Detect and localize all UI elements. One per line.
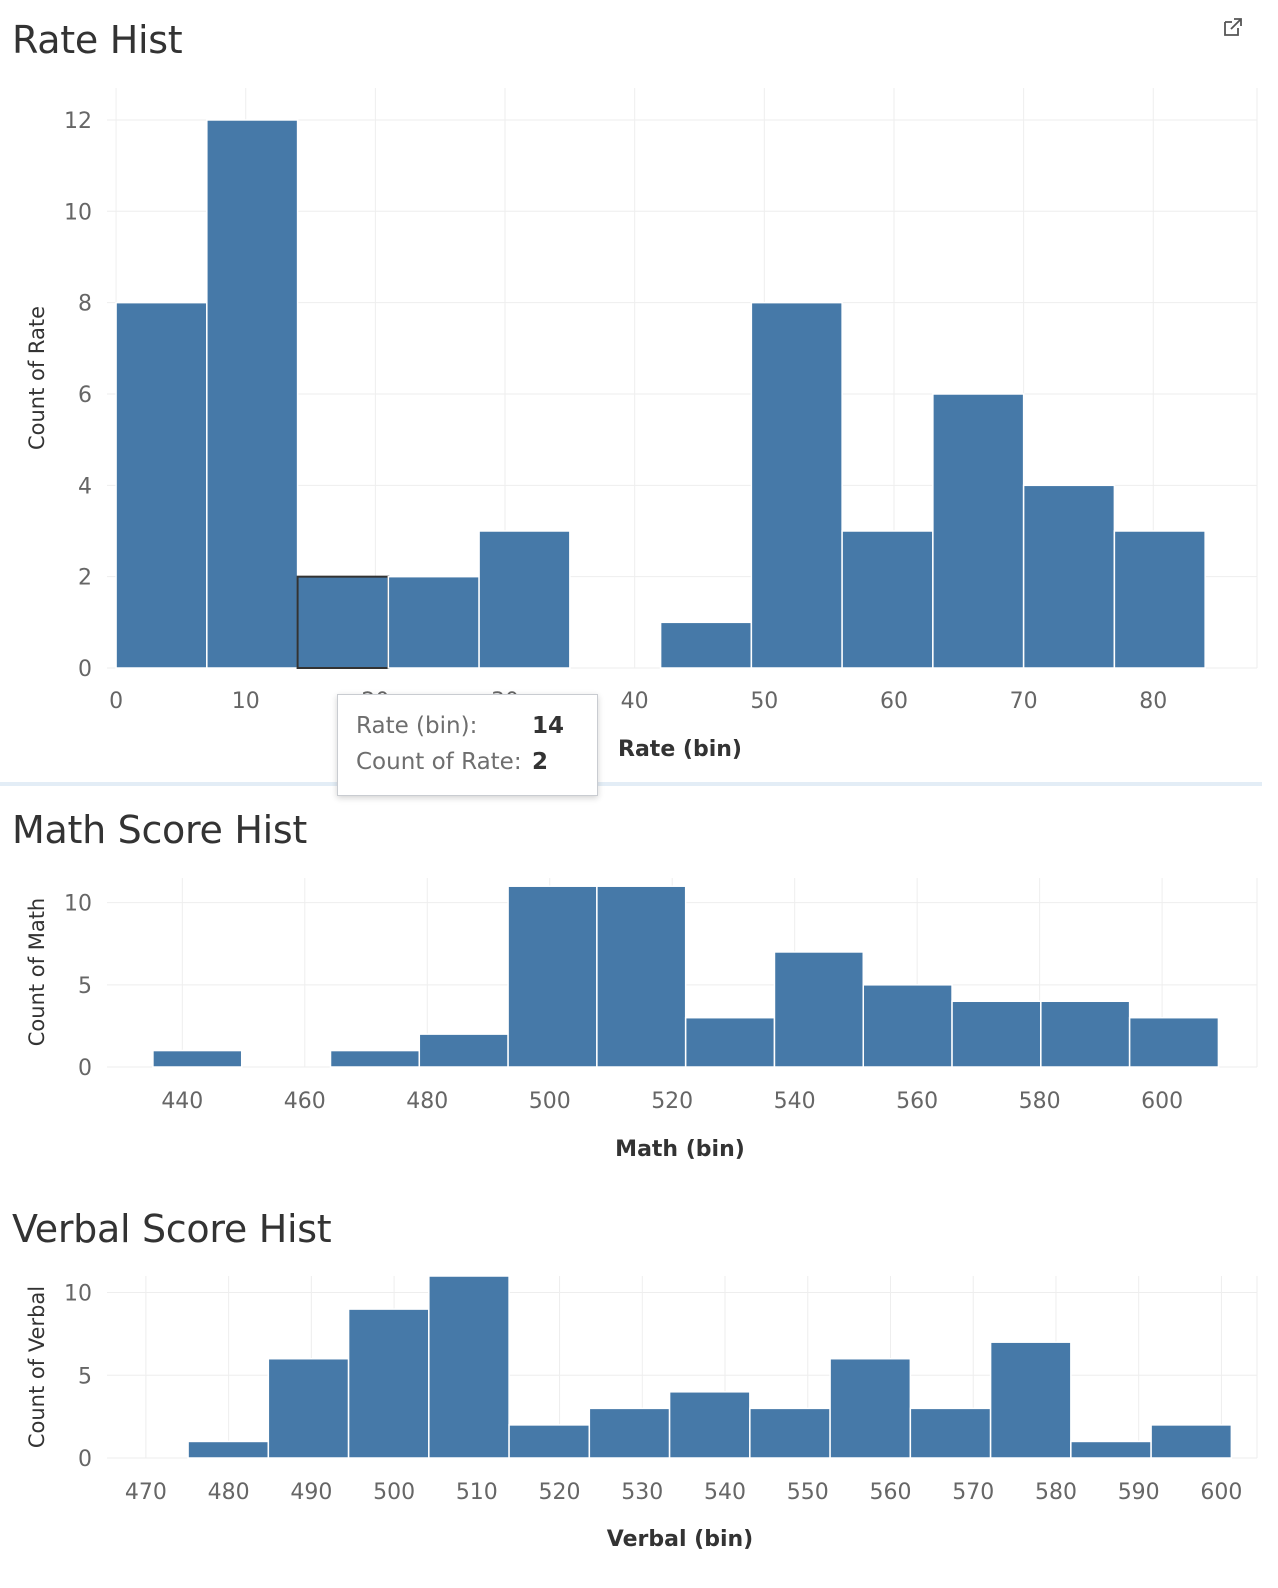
- histogram-bar[interactable]: [989, 1341, 1072, 1459]
- histogram-bar[interactable]: [862, 984, 953, 1068]
- x-tick-label: 80: [1139, 689, 1167, 714]
- histogram-bar[interactable]: [508, 1424, 591, 1459]
- x-axis-label: Math (bin): [615, 1137, 745, 1162]
- x-tick-label: 490: [290, 1480, 332, 1505]
- x-tick-label: 550: [787, 1480, 829, 1505]
- histogram-bar[interactable]: [347, 1308, 430, 1459]
- y-tick-label: 0: [78, 1447, 92, 1472]
- histogram-bar[interactable]: [387, 575, 480, 669]
- y-tick-label: 5: [78, 974, 92, 999]
- x-tick-label: 590: [1118, 1480, 1160, 1505]
- y-axis-label: Count of Rate: [25, 306, 49, 450]
- x-tick-label: 580: [1035, 1480, 1077, 1505]
- histogram-bar[interactable]: [478, 530, 571, 669]
- x-tick-label: 500: [373, 1480, 415, 1505]
- tooltip-count-value: 2: [532, 749, 549, 775]
- y-axis-label: Count of Math: [25, 898, 49, 1047]
- x-tick-label: 540: [774, 1089, 816, 1114]
- histogram-bar[interactable]: [329, 1049, 421, 1068]
- x-tick-label: 0: [109, 689, 123, 714]
- histogram-bar[interactable]: [749, 1407, 831, 1459]
- histogram-bar[interactable]: [418, 1033, 509, 1068]
- histogram-bar[interactable]: [1070, 1440, 1152, 1459]
- histogram-bar[interactable]: [588, 1407, 671, 1459]
- x-tick-label: 480: [208, 1480, 250, 1505]
- x-tick-label: 70: [1010, 689, 1038, 714]
- histogram-bar[interactable]: [659, 621, 753, 669]
- y-tick-label: 8: [78, 292, 92, 317]
- histogram-bar[interactable]: [1040, 1000, 1131, 1068]
- x-tick-label: 560: [869, 1480, 911, 1505]
- x-axis-label: Verbal (bin): [607, 1527, 753, 1552]
- tooltip-bin-label: Rate (bin):: [356, 713, 478, 739]
- math-hist-chart[interactable]: 0 5 10 440 460 480 500 520 540 560 580 600 Math (bin…: [0, 790, 1262, 1170]
- math-hist-title: Math Score Hist: [12, 808, 307, 852]
- x-tick-label: 10: [232, 689, 260, 714]
- histogram-bar[interactable]: [773, 951, 865, 1068]
- histogram-bar[interactable]: [187, 1440, 270, 1459]
- verbal-hist-title: Verbal Score Hist: [12, 1207, 332, 1251]
- x-axis-label: Rate (bin): [618, 737, 742, 762]
- histogram-bar[interactable]: [206, 119, 299, 669]
- x-tick-label: 560: [896, 1089, 938, 1114]
- histogram-bar[interactable]: [841, 530, 934, 669]
- y-tick-label: 4: [78, 474, 92, 499]
- x-tick-label: 580: [1019, 1089, 1061, 1114]
- histogram-bar[interactable]: [428, 1275, 510, 1459]
- histogram-bar[interactable]: [152, 1049, 243, 1068]
- y-tick-label: 10: [64, 1282, 92, 1307]
- x-tick-label: 460: [284, 1089, 326, 1114]
- histogram-bar[interactable]: [1150, 1424, 1233, 1459]
- histogram-bar[interactable]: [932, 393, 1025, 669]
- y-tick-label: 5: [78, 1364, 92, 1389]
- x-tick-label: 570: [952, 1480, 994, 1505]
- x-tick-label: 480: [406, 1089, 448, 1114]
- x-tick-label: 470: [125, 1480, 167, 1505]
- tooltip-count-label: Count of Rate:: [356, 749, 522, 775]
- x-tick-label: 530: [621, 1480, 663, 1505]
- x-tick-label: 500: [529, 1089, 571, 1114]
- histogram-bar[interactable]: [1113, 530, 1206, 669]
- x-tick-label: 540: [704, 1480, 746, 1505]
- histogram-bar[interactable]: [684, 1016, 776, 1068]
- histogram-bar[interactable]: [951, 1000, 1042, 1068]
- histogram-bar[interactable]: [750, 301, 843, 669]
- histogram-bar-selected[interactable]: [296, 575, 390, 670]
- histogram-bar[interactable]: [115, 301, 208, 669]
- histogram-bar[interactable]: [1128, 1016, 1220, 1068]
- x-tick-label: 440: [161, 1089, 203, 1114]
- histogram-bar[interactable]: [507, 885, 598, 1068]
- x-tick-label: 600: [1141, 1089, 1183, 1114]
- y-tick-label: 6: [78, 383, 92, 408]
- y-tick-label: 0: [78, 657, 92, 682]
- y-tick-label: 2: [78, 566, 92, 591]
- x-tick-label: 520: [539, 1480, 581, 1505]
- panel-divider: [0, 782, 1262, 786]
- external-link-icon[interactable]: [1222, 16, 1244, 38]
- histogram-bar[interactable]: [596, 885, 687, 1068]
- y-tick-label: 10: [64, 200, 92, 225]
- y-axis-label: Count of Verbal: [25, 1286, 49, 1448]
- rate-hist-title: Rate Hist: [12, 18, 183, 62]
- x-tick-label: 600: [1200, 1480, 1242, 1505]
- bar-tooltip: Rate (bin): 14 Count of Rate: 2: [337, 694, 598, 796]
- x-tick-label: 60: [880, 689, 908, 714]
- histogram-bar[interactable]: [829, 1357, 912, 1459]
- tooltip-bin-value: 14: [532, 713, 565, 739]
- x-tick-label: 520: [651, 1089, 693, 1114]
- x-tick-label: 50: [750, 689, 778, 714]
- histogram-bar[interactable]: [267, 1357, 350, 1459]
- histogram-bar[interactable]: [668, 1391, 751, 1459]
- rate-hist-chart[interactable]: 02468101201020304050607080Rate (bin)Coun…: [0, 0, 1262, 780]
- histogram-bar[interactable]: [909, 1407, 992, 1459]
- x-tick-label: 510: [456, 1480, 498, 1505]
- y-tick-label: 12: [64, 109, 92, 134]
- histogram-bar[interactable]: [1022, 484, 1116, 669]
- y-tick-label: 10: [64, 892, 92, 917]
- x-tick-label: 40: [621, 689, 649, 714]
- y-tick-label: 0: [78, 1056, 92, 1081]
